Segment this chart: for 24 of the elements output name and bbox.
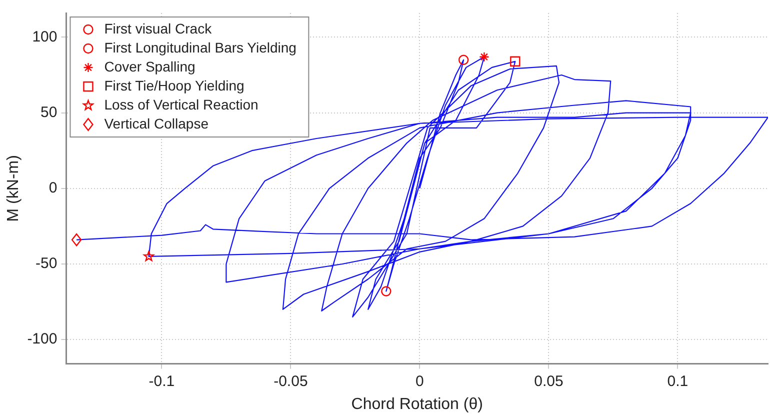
- x-tick-label: 0.05: [534, 372, 564, 390]
- point: [143, 250, 154, 262]
- y-tick-label: -100: [27, 330, 58, 348]
- legend-label: Loss of Vertical Reaction: [104, 96, 258, 112]
- point: [479, 52, 490, 62]
- x-tick-label: -0.05: [274, 372, 308, 390]
- legend-label: First visual Crack: [104, 20, 213, 36]
- y-axis-title: M (kN-m): [5, 155, 22, 222]
- legend-label: Cover Spalling: [104, 58, 196, 74]
- y-tick-label: 0: [48, 180, 58, 197]
- y-tick-label: 100: [32, 28, 58, 46]
- point: [458, 54, 469, 65]
- point: [381, 286, 392, 296]
- y-tick-label: 50: [40, 104, 58, 121]
- legend-label: First Longitudinal Bars Yielding: [104, 39, 296, 56]
- x-tick-label: -0.1: [148, 372, 175, 390]
- legend-label: First Tie/Hoop Yielding: [104, 77, 244, 94]
- legend-label: Vertical Collapse: [104, 115, 209, 132]
- x-tick-label: 0.1: [667, 372, 688, 390]
- x-tick-label: 0: [416, 372, 424, 390]
- x-axis-title: Chord Rotation (θ): [351, 396, 483, 413]
- y-tick-label: -50: [36, 255, 58, 272]
- point: [510, 56, 520, 66]
- point: [71, 233, 82, 246]
